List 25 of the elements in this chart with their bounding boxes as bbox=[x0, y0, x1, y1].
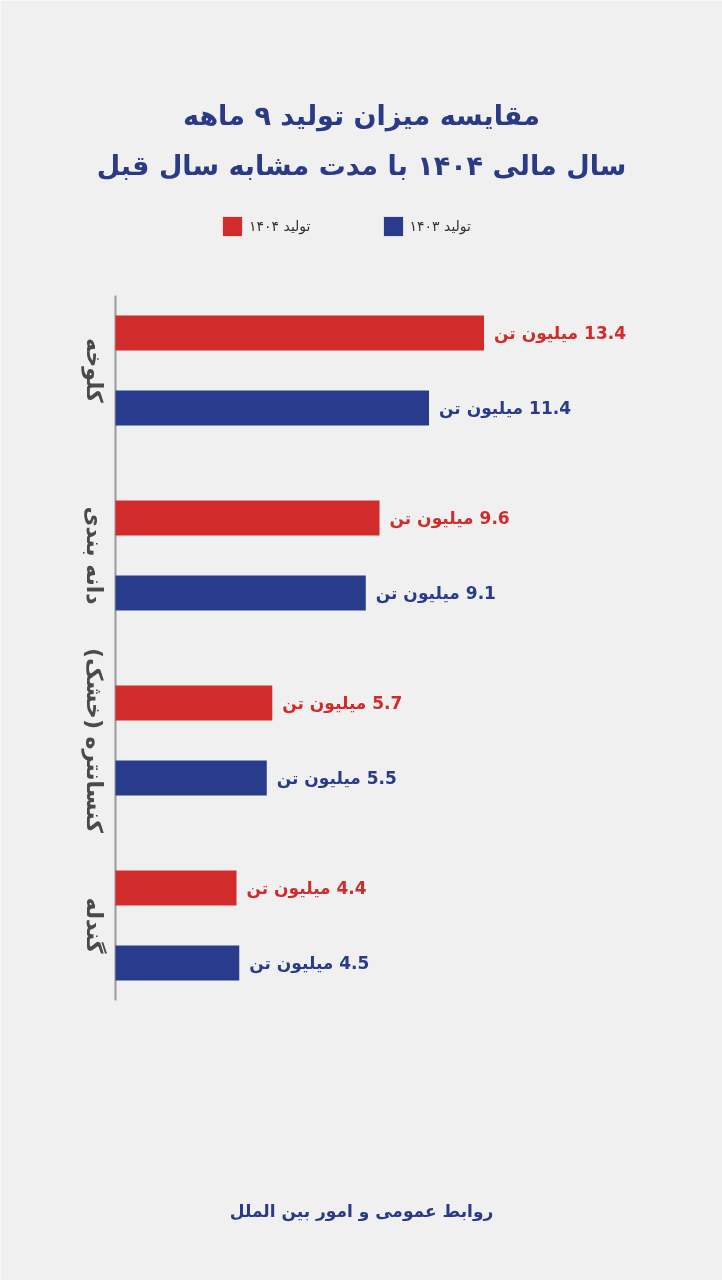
data-label: 5.7 میلیون تن bbox=[282, 693, 403, 714]
bar bbox=[115, 945, 240, 981]
data-label: 9.6 میلیون تن bbox=[389, 508, 510, 529]
bar bbox=[115, 315, 485, 351]
y-tick-label: کنسانتره (خشک) bbox=[81, 648, 107, 834]
data-label: 4.4 میلیون تن bbox=[246, 878, 367, 899]
chart-title: مقایسه میزان تولید ۹ ماهه bbox=[183, 100, 540, 132]
bar bbox=[115, 500, 380, 536]
bar bbox=[115, 870, 237, 906]
bar bbox=[115, 760, 267, 796]
data-label: 9.1 میلیون تن bbox=[375, 583, 496, 604]
y-tick-label: دانه بندی bbox=[82, 506, 107, 605]
y-tick-label: کلوخه bbox=[81, 338, 107, 404]
legend-label: تولید ۱۴۰۳ bbox=[409, 218, 471, 234]
data-label: 13.4 میلیون تن bbox=[494, 323, 627, 344]
y-tick-label: گندله bbox=[82, 897, 108, 954]
bar bbox=[115, 575, 366, 611]
bar bbox=[115, 685, 273, 721]
data-label: 4.5 میلیون تن bbox=[249, 953, 370, 974]
data-label: 5.5 میلیون تن bbox=[276, 768, 397, 789]
legend-label: تولید ۱۴۰۴ bbox=[249, 218, 311, 234]
chart-subtitle: سال مالی ۱۴۰۴ با مدت مشابه سال قبل bbox=[96, 150, 627, 181]
text: روابط عمومی و امور بین الملل bbox=[229, 1200, 494, 1222]
data-label: 11.4 میلیون تن bbox=[439, 398, 572, 419]
bar bbox=[115, 390, 430, 426]
